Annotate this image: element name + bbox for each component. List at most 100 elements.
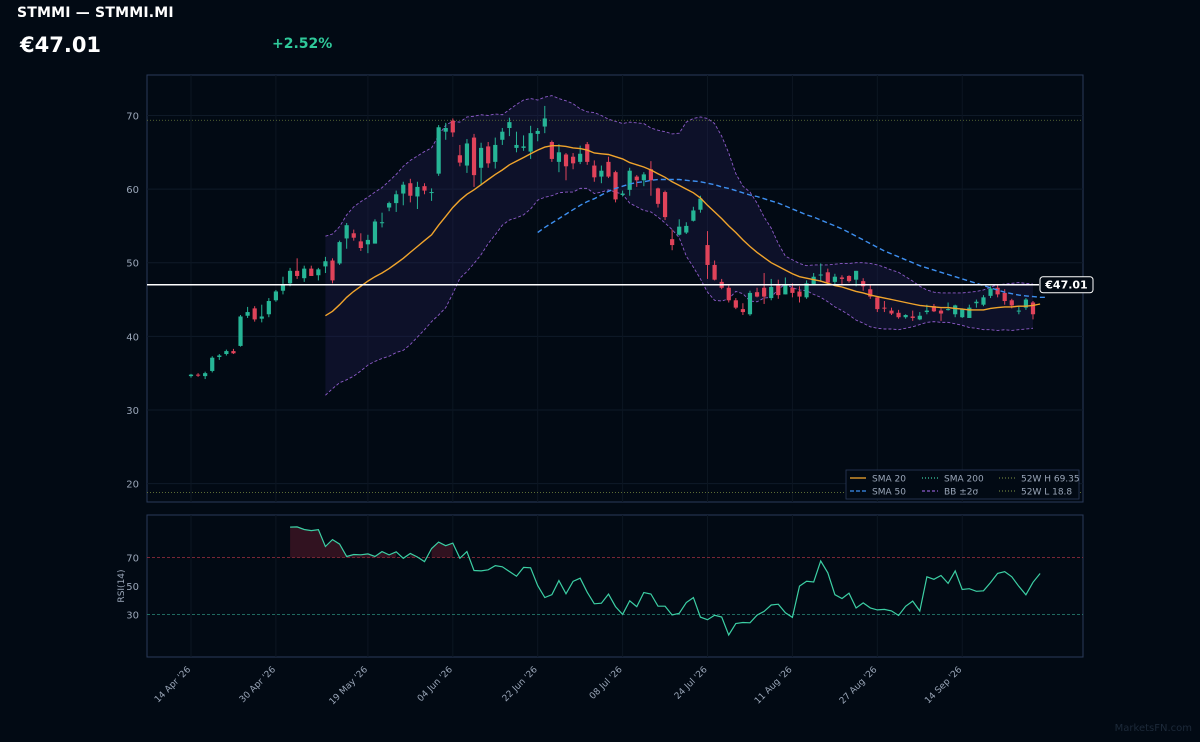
candle-body [401,184,406,194]
candle-body [408,183,413,196]
candle-body [606,161,611,177]
candle-body [691,210,696,221]
candle-body [252,308,257,320]
candle-body [224,351,229,355]
x-tick-label: 04 Jun '26 [416,665,455,704]
candle-body [797,291,802,297]
candle-body [394,194,399,204]
candle-body [330,260,335,281]
candle-body [1023,299,1029,308]
candle-body [259,316,264,319]
candle-body [479,147,484,168]
candle-body [733,300,738,308]
candle-body [839,277,845,279]
candle-body [1016,310,1021,312]
candle-body [1009,300,1014,306]
candle-body [387,203,392,208]
candle-body [854,270,859,280]
candle-body [358,241,363,249]
x-tick-label: 08 Jul '26 [588,665,625,702]
candle-body [464,143,470,166]
legend-label: 52W L 18.8 [1021,488,1072,498]
price-tick-label: 50 [126,259,139,270]
bb-upper-line [325,95,1034,294]
candle-body [776,285,781,296]
candle-body [981,297,986,305]
candle-body [429,192,434,194]
candle-body [769,287,774,299]
candle-body [486,146,491,164]
rsi-tick-label: 30 [126,610,139,621]
candle-body [379,222,385,224]
candle-body [542,118,547,127]
price-tick-label: 70 [126,111,139,122]
candle-body [896,312,901,318]
candle-body [783,284,788,295]
candle-body [592,165,597,178]
candle-body [585,144,590,162]
candle-body [705,245,710,265]
legend-label: SMA 50 [872,488,906,498]
candle-body [245,312,250,316]
candle-body [804,283,809,298]
candle-body [450,120,455,133]
candle-body [344,225,349,239]
candle-body [945,309,951,311]
candle-body [556,152,562,162]
candle-body [500,131,505,140]
candle-body [790,287,795,293]
candle-body [273,291,279,301]
candle-body [549,141,554,159]
candle-body [846,275,852,282]
price-change: +2.52% [272,36,333,52]
legend-label: 52W H 69.35 [1021,475,1080,485]
rsi-panel [146,514,1084,658]
candle-body [924,310,929,313]
candle-body [266,301,271,315]
candle-body [818,274,823,276]
candle-body [960,309,965,318]
x-tick-label: 22 Jun '26 [501,665,540,704]
x-tick-label: 19 May '26 [328,665,370,707]
candle-body [670,239,675,246]
rsi-axis-label: RSI(14) [117,569,127,602]
rsi-overbought-fill [431,542,453,558]
candle-body [238,316,243,346]
rsi-line [290,526,1041,637]
candle-body [861,281,866,287]
candle-body [535,130,540,134]
last-price: €47.01 [20,33,102,57]
candle-body [1002,292,1007,302]
candle-body [493,144,498,162]
x-tick-label: 27 Aug '26 [838,665,880,707]
candle-body [528,133,533,152]
candle-body [337,242,342,264]
candle-body [988,288,993,296]
candle-body [514,144,519,148]
candle-body [351,233,356,238]
candle-body [295,270,300,276]
candle-body [457,155,462,163]
price-tick-label: 30 [126,406,139,417]
candle-body [648,169,654,181]
rsi-tick-label: 70 [126,554,139,565]
candle-body [578,153,583,162]
candle-body [627,170,632,190]
candle-body [832,276,837,282]
price-tick-label: 40 [126,332,139,343]
candle-body [563,154,569,167]
candle-body [931,306,937,312]
candle-body [309,268,314,276]
legend-box [845,469,1080,500]
candle-body [684,225,689,233]
candle-body [995,287,1000,295]
candle-body [613,172,618,200]
last-price-tag [1039,276,1094,294]
candle-body [570,156,576,164]
candle-body [620,193,625,196]
legend-label: SMA 200 [944,475,984,485]
price-panel [146,74,1084,503]
bb-lower-line [325,187,1034,396]
candle-body [747,292,753,315]
candle-body [740,309,745,313]
